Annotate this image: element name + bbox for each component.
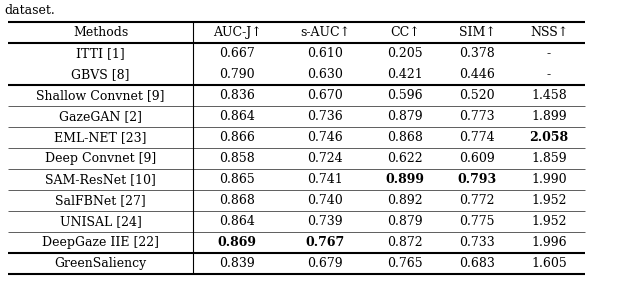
Text: CC↑: CC↑ [390,26,420,39]
Text: Shallow Convnet [9]: Shallow Convnet [9] [36,89,164,102]
Text: 1.952: 1.952 [531,215,567,228]
Text: 0.790: 0.790 [219,68,255,81]
Text: 0.775: 0.775 [460,215,495,228]
Text: 0.736: 0.736 [307,110,343,123]
Text: 0.899: 0.899 [385,173,424,186]
Text: SIM↑: SIM↑ [459,26,495,39]
Text: 0.765: 0.765 [387,257,423,270]
Text: NSS↑: NSS↑ [530,26,568,39]
Text: GazeGAN [2]: GazeGAN [2] [59,110,142,123]
Text: 0.869: 0.869 [218,236,257,249]
Text: 1.458: 1.458 [531,89,567,102]
Text: 1.952: 1.952 [531,194,567,207]
Text: 0.421: 0.421 [387,68,423,81]
Text: 0.205: 0.205 [387,47,423,60]
Text: dataset.: dataset. [4,4,55,17]
Text: 1.990: 1.990 [531,173,567,186]
Text: 0.774: 0.774 [459,131,495,144]
Text: 0.683: 0.683 [459,257,495,270]
Text: 1.859: 1.859 [531,152,567,165]
Text: 0.446: 0.446 [459,68,495,81]
Text: DeepGaze IIE [22]: DeepGaze IIE [22] [42,236,159,249]
Text: 0.741: 0.741 [307,173,343,186]
Text: 0.865: 0.865 [219,173,255,186]
Text: 0.858: 0.858 [219,152,255,165]
Text: 1.899: 1.899 [531,110,567,123]
Text: Deep Convnet [9]: Deep Convnet [9] [45,152,156,165]
Text: 0.793: 0.793 [458,173,497,186]
Text: 0.879: 0.879 [387,110,423,123]
Text: AUC-J↑: AUC-J↑ [212,26,261,39]
Text: 0.733: 0.733 [459,236,495,249]
Text: 0.773: 0.773 [459,110,495,123]
Text: 0.630: 0.630 [307,68,343,81]
Text: 0.767: 0.767 [305,236,344,249]
Text: -: - [547,68,551,81]
Text: 0.868: 0.868 [219,194,255,207]
Text: 0.746: 0.746 [307,131,343,144]
Text: 0.724: 0.724 [307,152,343,165]
Text: 0.866: 0.866 [219,131,255,144]
Text: 0.839: 0.839 [219,257,255,270]
Text: 0.679: 0.679 [307,257,343,270]
Text: 0.739: 0.739 [307,215,343,228]
Text: 0.622: 0.622 [387,152,423,165]
Text: 0.864: 0.864 [219,110,255,123]
Text: 0.667: 0.667 [219,47,255,60]
Text: GreenSaliency: GreenSaliency [54,257,147,270]
Text: 0.520: 0.520 [459,89,495,102]
Text: 1.605: 1.605 [531,257,567,270]
Text: GBVS [8]: GBVS [8] [71,68,130,81]
Text: 0.378: 0.378 [459,47,495,60]
Text: Methods: Methods [73,26,128,39]
Text: 1.996: 1.996 [531,236,567,249]
Text: EML-NET [23]: EML-NET [23] [54,131,147,144]
Text: 0.596: 0.596 [387,89,423,102]
Text: 0.740: 0.740 [307,194,343,207]
Text: 0.772: 0.772 [460,194,495,207]
Text: s-AUC↑: s-AUC↑ [300,26,350,39]
Text: SalFBNet [27]: SalFBNet [27] [55,194,146,207]
Text: 2.058: 2.058 [529,131,568,144]
Text: 0.610: 0.610 [307,47,343,60]
Text: 0.670: 0.670 [307,89,343,102]
Text: 0.836: 0.836 [219,89,255,102]
Text: 0.872: 0.872 [387,236,423,249]
Text: 0.868: 0.868 [387,131,423,144]
Text: 0.609: 0.609 [459,152,495,165]
Text: UNISAL [24]: UNISAL [24] [60,215,141,228]
Text: 0.864: 0.864 [219,215,255,228]
Text: ITTI [1]: ITTI [1] [76,47,125,60]
Text: 0.879: 0.879 [387,215,423,228]
Text: -: - [547,47,551,60]
Text: 0.892: 0.892 [387,194,423,207]
Text: SAM-ResNet [10]: SAM-ResNet [10] [45,173,156,186]
